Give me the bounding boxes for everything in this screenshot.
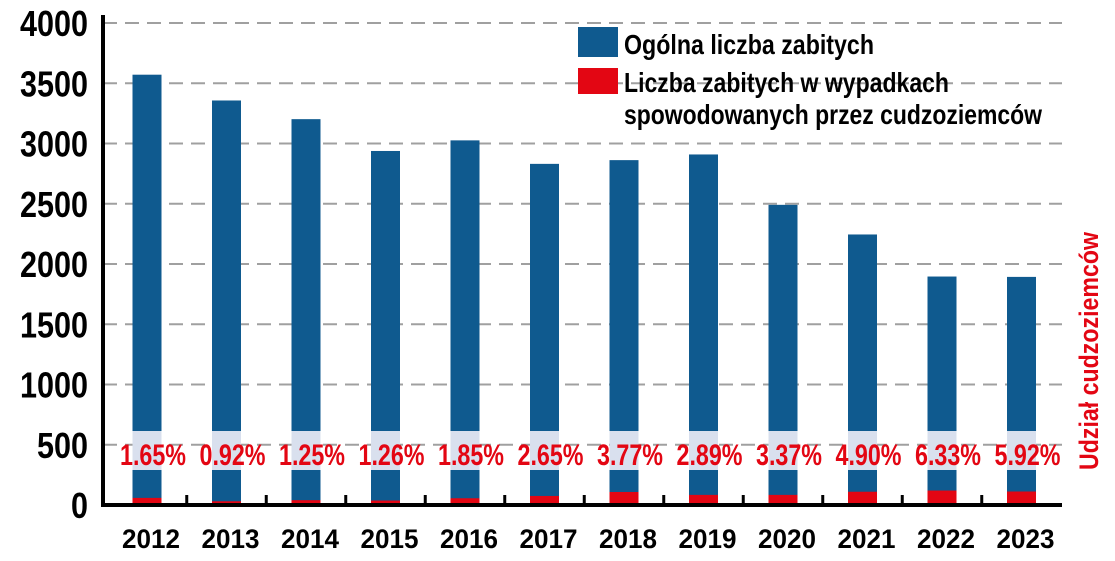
y-tick-label: 4000 [20, 3, 88, 44]
bar-foreigners-2016 [450, 498, 480, 505]
y-tick-label: 2000 [20, 244, 88, 285]
bar-foreigners-2019 [689, 494, 718, 505]
x-tick-label: 2013 [202, 524, 260, 554]
data-label: 3.77% [597, 439, 663, 472]
data-label: 1.65% [120, 439, 186, 472]
x-tick-label: 2023 [997, 524, 1055, 554]
legend: Ogólna liczba zabitych Liczba zabitych w… [578, 27, 1042, 130]
y-tick-label: 500 [37, 425, 88, 466]
legend-label-foreigners-line1: Liczba zabitych w wypadkach [624, 67, 949, 98]
legend-label-total: Ogólna liczba zabitych [624, 29, 874, 60]
x-tick-label: 2019 [679, 524, 737, 554]
y-tick-label: 0 [71, 485, 88, 526]
x-tick-labels: 2012 2013 2014 2015 2016 2017 2018 2019 2020 2021… [122, 524, 1055, 554]
data-label: 3.37% [756, 439, 822, 472]
bar-foreigners-2020 [768, 494, 798, 505]
label-band [768, 431, 798, 470]
x-tick-label: 2022 [917, 524, 975, 554]
data-label: 1.26% [359, 439, 425, 472]
label-band [450, 431, 480, 470]
data-label: 1.25% [279, 439, 345, 472]
bar-foreigners-2014 [291, 500, 321, 505]
bar-foreigners-2021 [848, 491, 877, 505]
data-label: 4.90% [836, 439, 902, 472]
x-tick-label: 2015 [361, 524, 419, 554]
y-tick-label: 1000 [20, 365, 88, 406]
label-band [291, 431, 321, 470]
label-band [689, 431, 718, 470]
bar-foreigners-2022 [927, 490, 957, 505]
axes [101, 15, 1062, 507]
bar-foreigners-2018 [609, 491, 639, 505]
data-label: 0.92% [200, 439, 266, 472]
x-tick-label: 2017 [520, 524, 578, 554]
bar-foreigners-2017 [530, 495, 559, 505]
data-label: 6.33% [915, 439, 981, 472]
label-band [212, 431, 241, 470]
x-tick-label: 2020 [758, 524, 816, 554]
data-labels: 1.65% 0.92% 1.25% 1.26% 1.85% 2.65% 3.77% 2.89%… [120, 439, 1061, 472]
label-band [530, 431, 559, 470]
x-tick-label: 2018 [599, 524, 657, 554]
bar-foreigners-2015 [371, 500, 400, 505]
label-band [927, 431, 957, 470]
share-axis-title: Udział cudzoziemców [1074, 231, 1104, 470]
label-band [132, 431, 162, 470]
x-tick-label: 2014 [281, 524, 339, 554]
gridlines [103, 22, 1062, 446]
legend-swatch-total [578, 27, 618, 57]
label-band [1007, 431, 1036, 470]
y-tick-label: 3000 [20, 124, 88, 165]
label-band [848, 431, 877, 470]
y-tick-label: 2500 [20, 184, 88, 225]
x-tick-label: 2016 [440, 524, 498, 554]
x-tick-label: 2012 [122, 524, 180, 554]
bar-foreigners-2023 [1007, 491, 1036, 505]
data-label: 5.92% [995, 439, 1061, 472]
bars [132, 74, 1036, 506]
data-label: 1.85% [438, 439, 504, 472]
legend-label-foreigners-line2: spowodowanych przez cudzoziemców [624, 99, 1042, 130]
legend-swatch-foreigners [578, 68, 618, 94]
y-tick-label: 1500 [20, 304, 88, 345]
y-tick-label: 3500 [20, 63, 88, 104]
x-tick-label: 2021 [838, 524, 896, 554]
label-band [371, 431, 400, 470]
y-tick-labels: 0 500 1000 1500 2000 2500 3000 3500 4000 [20, 3, 88, 526]
label-band [609, 431, 639, 470]
data-label: 2.65% [518, 439, 584, 472]
data-label: 2.89% [677, 439, 743, 472]
bar-foreigners-2012 [132, 497, 162, 505]
